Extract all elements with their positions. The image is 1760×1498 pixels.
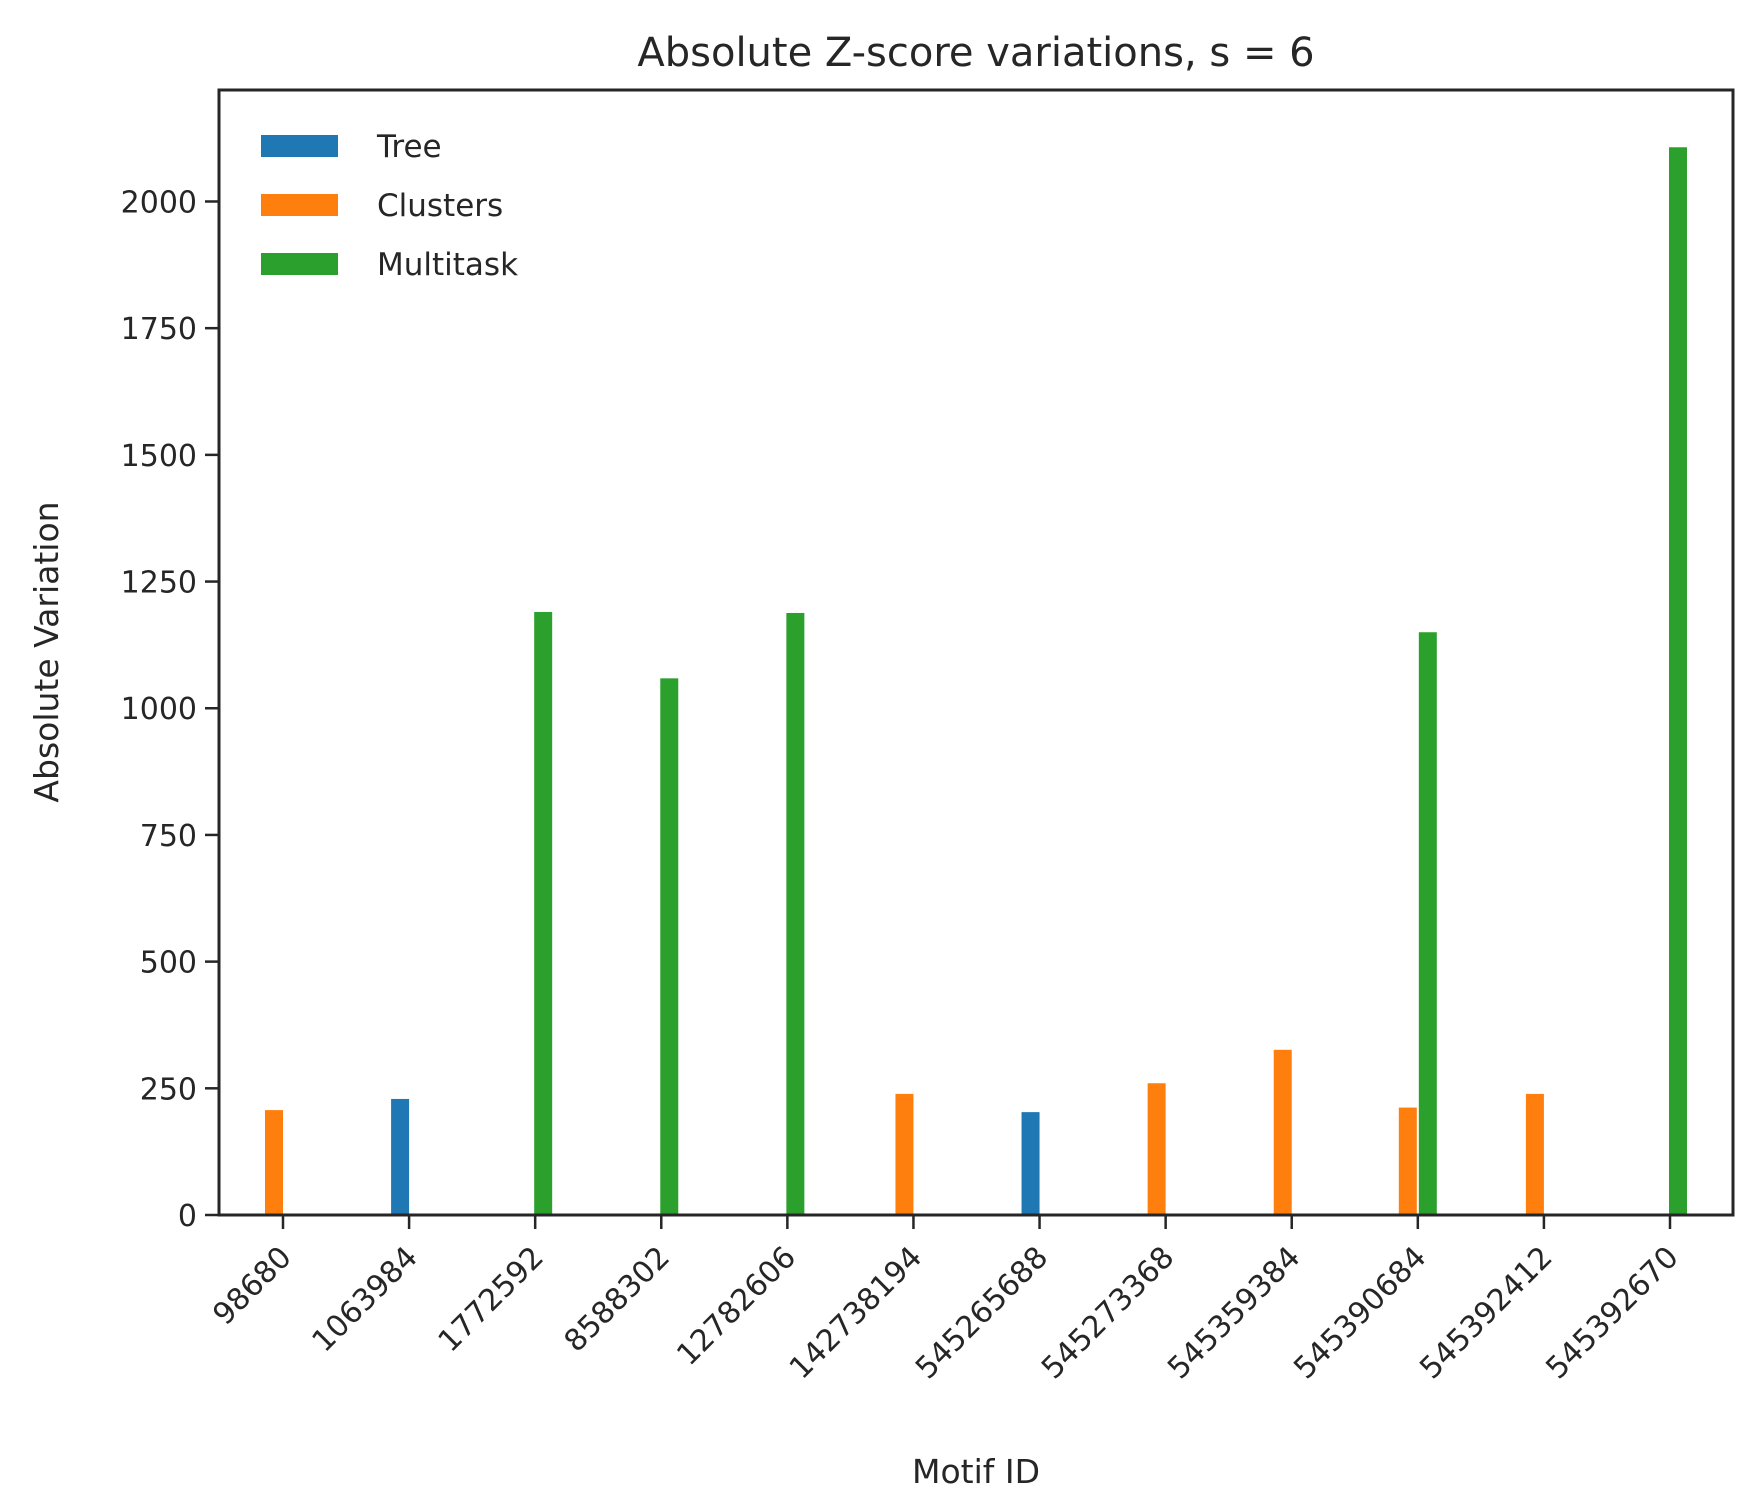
x-tick-label: 142738194 [783,1240,929,1386]
bar-clusters-98680 [265,1110,283,1215]
x-tick-label: 545273368 [1035,1240,1181,1386]
bar-tree-545265688 [1021,1112,1040,1215]
y-tick-label: 1500 [121,439,197,474]
bar-multitask-12782606 [786,612,805,1215]
x-tick-label: 1063984 [306,1240,425,1359]
bar-clusters-142738194 [895,1093,914,1215]
bar-multitask-545392670 [1669,147,1687,1215]
y-tick-label: 250 [140,1072,197,1107]
bar-multitask-545390684 [1418,632,1437,1215]
y-tick-label: 1750 [121,312,197,347]
bar-multitask-8588302 [660,678,679,1215]
bar-clusters-545390684 [1398,1107,1417,1215]
legend-label-clusters: Clusters [377,188,503,224]
y-tick-label: 1000 [121,692,197,727]
x-tick-label: 98680 [206,1240,298,1332]
plot-frame [217,88,1735,1217]
legend-label-tree: Tree [376,129,442,165]
x-tick-label: 545392670 [1539,1240,1685,1386]
legend-swatch-multitask [261,253,338,275]
legend-swatch-clusters [261,194,338,216]
chart-title: Absolute Z-score variations, s = 6 [637,30,1314,76]
legend: Tree Clusters Multitask [261,129,518,283]
y-tick-label: 500 [140,946,197,981]
x-tick-label: 8588302 [558,1240,677,1359]
y-ticks: 0 250 500 750 1000 1250 1500 1750 2000 [121,185,219,1234]
x-axis-label: Motif ID [912,1452,1040,1491]
bar-clusters-545359384 [1273,1049,1292,1215]
legend-label-multitask: Multitask [377,247,518,283]
bar-clusters-545273368 [1147,1083,1166,1215]
y-tick-label: 0 [178,1199,197,1234]
x-tick-label: 545359384 [1161,1240,1307,1386]
y-axis-label: Absolute Variation [27,501,66,802]
y-tick-label: 2000 [121,185,197,220]
x-tick-label: 545390684 [1287,1240,1433,1386]
x-tick-label: 12782606 [670,1240,803,1373]
x-tick-label: 1772592 [432,1240,551,1359]
bar-tree-1063984 [391,1098,410,1215]
bars-group [265,147,1687,1215]
y-tick-label: 750 [140,819,197,854]
legend-swatch-tree [261,135,338,157]
bar-multitask-1772592 [534,611,553,1215]
y-tick-label: 1250 [121,566,197,601]
x-ticks: 98680 1063984 1772592 858830212782606142738… [206,1215,1686,1386]
x-tick-label: 545265688 [909,1240,1055,1386]
bar-clusters-545392412 [1525,1093,1544,1215]
x-tick-label: 545392412 [1413,1240,1559,1386]
